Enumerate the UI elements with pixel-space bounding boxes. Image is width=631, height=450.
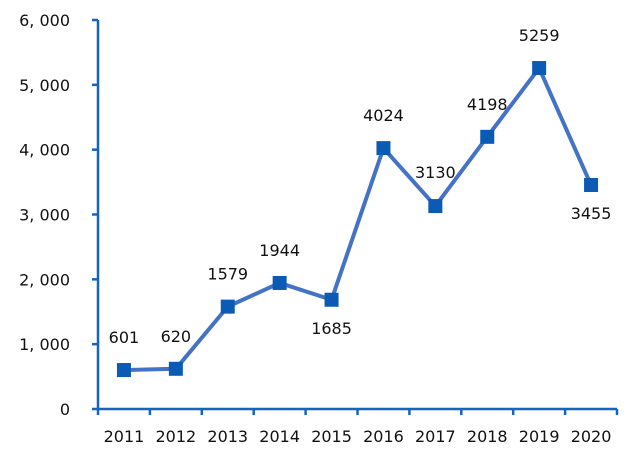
y-tick-label: 3, 000 <box>19 206 70 225</box>
y-tick-label: 6, 000 <box>19 11 70 30</box>
data-label: 1944 <box>259 241 300 260</box>
data-label: 4198 <box>467 95 508 114</box>
x-tick-label: 2017 <box>415 427 456 446</box>
series-line <box>123 66 593 373</box>
y-tick-label: 5, 000 <box>19 76 70 95</box>
x-axis: 2011 2012 2013 2014 2015 2016 2017 2018 2019 2020 <box>96 407 619 446</box>
data-point-marker <box>584 178 599 193</box>
data-point-marker <box>272 275 287 290</box>
data-point-marker <box>376 141 391 156</box>
data-label: 4024 <box>363 106 404 125</box>
data-point-marker <box>532 61 547 76</box>
x-tick-label: 2018 <box>467 427 508 446</box>
y-tick-label: 2, 000 <box>19 270 70 289</box>
x-tick-label: 2014 <box>259 427 300 446</box>
y-tick-label: 4, 000 <box>19 141 70 160</box>
data-point-marker <box>220 299 235 314</box>
data-label: 3130 <box>415 163 456 182</box>
data-label: 5259 <box>519 26 560 45</box>
y-tick-label: 0 <box>60 400 70 419</box>
data-point-marker <box>168 361 183 376</box>
data-point-marker <box>116 363 131 378</box>
x-tick-label: 2012 <box>155 427 196 446</box>
data-label: 1579 <box>207 265 248 284</box>
x-tick-label: 2020 <box>571 427 612 446</box>
data-label: 1685 <box>311 319 352 338</box>
y-tick-label: 1, 000 <box>19 335 70 354</box>
x-tick-label: 2011 <box>104 427 145 446</box>
data-label: 620 <box>161 327 192 346</box>
x-tick-label: 2015 <box>311 427 352 446</box>
x-tick-label: 2019 <box>519 427 560 446</box>
data-point-marker <box>480 129 495 144</box>
series: 601 620 1579 1944 1685 4024 3130 4198 5259 3455 <box>109 26 612 378</box>
x-tick-label: 2013 <box>207 427 248 446</box>
data-label: 601 <box>109 328 140 347</box>
data-label: 3455 <box>571 204 612 223</box>
data-point-marker <box>428 199 443 214</box>
x-tick-label: 2016 <box>363 427 404 446</box>
data-point-marker <box>324 292 339 307</box>
y-axis: 0 1, 000 2, 000 3, 000 4, 000 5, 000 6, 000 <box>19 11 100 419</box>
